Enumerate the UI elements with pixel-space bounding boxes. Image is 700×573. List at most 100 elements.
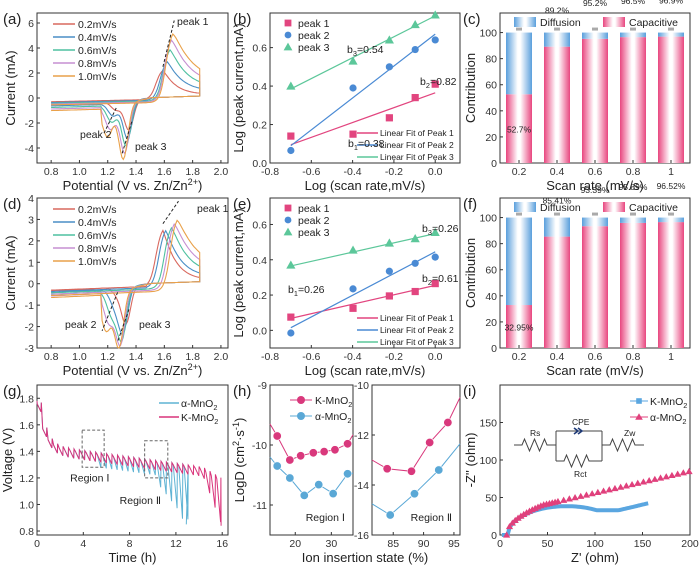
x-tick-label: 0.4	[550, 351, 565, 363]
slope-label: b2=0.61	[422, 273, 459, 287]
y-tick-label: 100	[479, 213, 497, 225]
legend-label: peak 1	[298, 18, 330, 30]
text-span: MnO	[191, 398, 214, 410]
annotation-peak-3: peak 3	[139, 319, 171, 331]
bar-data-label: 89.2%	[545, 6, 570, 16]
legend-label: 1.0mV/s	[78, 71, 117, 83]
data-point	[296, 451, 306, 461]
error-cap	[630, 212, 636, 216]
slope-label: b3=0.26	[422, 223, 459, 237]
data-point-triangle	[622, 482, 630, 489]
y-tick-label: 2	[28, 236, 34, 248]
text-span: Potential (V vs. Zn/	[63, 363, 173, 378]
error-cap	[592, 212, 598, 216]
data-point-circle	[287, 146, 295, 155]
axes-frame	[36, 384, 229, 536]
fit-line-peak 1	[290, 92, 436, 146]
legend-label-capacitive: Capacitive	[629, 17, 678, 29]
data-point-triangle	[554, 497, 562, 505]
y-tick-label: 0.8	[19, 526, 34, 538]
x-tick-label: 0.0	[428, 166, 443, 178]
annotation-peak-2: peak 2	[65, 319, 97, 331]
data-point	[308, 448, 318, 458]
data-point	[299, 490, 309, 500]
data-point-circle	[411, 259, 419, 267]
peak3-trend-line	[117, 309, 130, 342]
x-tick-label: 0.0	[428, 351, 443, 363]
slope-label: b1=0.38	[348, 138, 385, 152]
error-cap	[630, 27, 636, 31]
legend-label: K-MnO2	[315, 395, 352, 409]
x-tick-label: -0.4	[344, 166, 362, 178]
y-tick-label: -12	[354, 430, 369, 442]
y-axis-label: Current (mA)	[3, 50, 18, 125]
text-span: b	[422, 223, 428, 235]
data-point-triangle	[286, 81, 296, 90]
slope-label: b1=0.26	[288, 284, 325, 298]
data-point-circle	[284, 31, 292, 39]
bar-capacitive	[582, 226, 608, 348]
data-point-triangle	[651, 475, 659, 482]
text-span: MnO	[661, 396, 684, 408]
bar-capacitive	[582, 38, 608, 163]
logd-curve-α-MnO2	[371, 443, 461, 516]
region-box	[144, 440, 169, 479]
bar-capacitive	[506, 94, 532, 163]
y-axis-label: -Z'' (ohm)	[463, 433, 478, 488]
fit-legend-label: Linear Fit of Peak 3	[380, 337, 454, 347]
data-point	[385, 510, 395, 520]
y-tick-label: 0	[491, 530, 497, 542]
y-tick-label: -10	[354, 380, 369, 392]
bar-data-label: 32.95%	[505, 323, 534, 333]
x-tick-label: 0.2	[512, 351, 527, 363]
data-point-triangle	[410, 19, 420, 29]
legend-swatch-capacitive	[603, 17, 625, 27]
y-tick-label: 150	[479, 418, 497, 430]
x-tick-label: 4	[80, 538, 86, 550]
bar-data-label: 96.5%	[621, 0, 646, 6]
x-tick-label: 16	[216, 538, 228, 550]
x-tick-label: 1.0	[72, 351, 87, 363]
legend-label: 0.2mV/s	[78, 204, 117, 216]
y-tick-label: 0	[28, 279, 34, 291]
text-span: K-	[181, 412, 192, 424]
text-span: MnO	[326, 395, 349, 407]
fit-line-peak 2	[290, 33, 436, 147]
x-tick-label: 1.4	[129, 351, 144, 363]
legend-label-capacitive: Capacitive	[629, 202, 678, 214]
x-tick-label: 1.0	[72, 166, 87, 178]
legend-swatch-diffusion	[514, 17, 536, 27]
y-tick-label: 4	[28, 193, 34, 205]
chart-a: 0.8 1.0 1.2 1.4 1.6 1.8 2.0 -4 -2 0 2 4 6 Potential (…	[3, 12, 229, 193]
data-point-triangle	[384, 238, 394, 247]
data-point-triangle	[560, 496, 568, 503]
y-tick-label: 0.4	[252, 81, 267, 93]
bar-capacitive	[544, 236, 570, 348]
text-span: b	[348, 138, 354, 150]
inset-label-cpe: CPE	[572, 417, 590, 427]
fit-legend-label: Linear Fit of Peak 2	[380, 325, 454, 335]
text-span: Potential (V vs. Zn/	[63, 178, 173, 193]
fit-legend-label: Linear Fit of Peak 1	[380, 128, 454, 138]
data-point-triangle	[656, 474, 665, 481]
legend-label: K-MnO2	[650, 396, 687, 410]
bar-diffusion	[658, 32, 684, 37]
x-tick-label: 0	[497, 538, 503, 550]
data-point-circle	[385, 63, 393, 71]
x-axis-label: Potential (V vs. Zn/Zn2+)	[63, 177, 203, 193]
text-span: ·s	[232, 430, 247, 441]
text-span: 2	[214, 417, 218, 426]
legend-label: α-MnO2	[181, 398, 217, 412]
bar-diffusion	[620, 32, 646, 38]
text-span: α-	[181, 398, 191, 410]
chart-i: 0 50 100 150 200 0 50 100 150 Z' (ohm) -Z'' (ohm) K…	[463, 384, 699, 565]
axes-frame	[269, 12, 461, 164]
x-axis-label: Log (scan rate,mV/s)	[305, 178, 426, 193]
data-point-triangle	[283, 42, 293, 51]
fit-line-peak 2	[290, 251, 436, 329]
peak1-trend-line	[162, 20, 175, 67]
y-tick-label: 80	[485, 239, 497, 251]
y-tick-label: 0.2	[252, 290, 267, 302]
data-point-circle	[385, 267, 393, 275]
data-point-triangle	[668, 471, 676, 479]
